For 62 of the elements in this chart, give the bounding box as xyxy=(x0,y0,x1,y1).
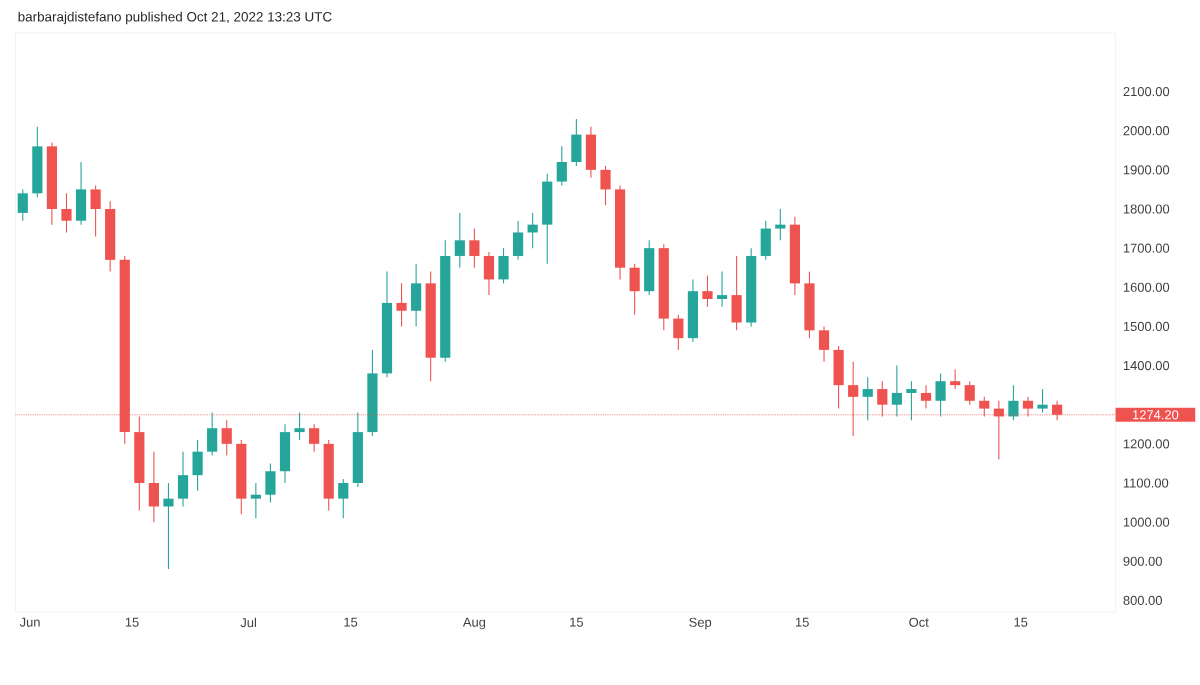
y-tick-label: 1200.00 xyxy=(1123,439,1170,449)
candlestick xyxy=(673,314,684,351)
candlestick xyxy=(1037,388,1048,414)
candlestick xyxy=(483,251,495,296)
x-tick-label: 15 xyxy=(125,617,139,627)
candlestick xyxy=(207,412,218,457)
candlestick xyxy=(818,325,830,363)
x-tick-label: Sep xyxy=(689,617,712,630)
candlestick xyxy=(61,192,72,234)
candlestick xyxy=(294,412,305,441)
candlestick xyxy=(1008,384,1019,421)
y-tick-label: 1100.00 xyxy=(1123,478,1169,488)
candlestick xyxy=(163,482,174,570)
candlestick xyxy=(469,228,480,269)
candlestick xyxy=(716,271,728,308)
candlestick xyxy=(250,482,261,519)
candlestick xyxy=(265,462,276,504)
y-tick-label: 2100.00 xyxy=(1123,87,1170,97)
x-tick-label: 15 xyxy=(570,617,584,627)
x-tick-label: Aug xyxy=(462,617,486,630)
y-tick-label: 1400.00 xyxy=(1123,361,1170,371)
x-tick-label: Jun xyxy=(19,617,40,627)
candlestick xyxy=(90,185,101,238)
x-tick-label: 15 xyxy=(344,617,358,627)
candlestick xyxy=(935,372,946,418)
y-tick-label: 1000.00 xyxy=(1123,517,1170,527)
candlestick xyxy=(556,145,567,187)
candlestick xyxy=(950,369,961,390)
candlestick xyxy=(862,376,873,421)
ref-line-label: 1274.20 xyxy=(1133,410,1179,420)
candlestick xyxy=(192,439,203,492)
candlestick xyxy=(148,451,159,523)
x-tick-label: 15 xyxy=(795,617,809,627)
x-tick-label: 15 xyxy=(1014,617,1028,627)
chart-title: barbarajdistefano published Oct 21, 2022 13:23 UTC xyxy=(18,11,332,25)
candlestick xyxy=(498,247,509,284)
candlestick xyxy=(338,478,349,519)
y-tick-label: 1900.00 xyxy=(1123,165,1170,175)
candlestick xyxy=(454,212,465,269)
y-tick-label: 1800.00 xyxy=(1123,204,1170,214)
y-tick-label: 900.00 xyxy=(1123,556,1162,566)
candlestick xyxy=(396,282,407,328)
candlestick xyxy=(906,380,917,421)
candlestick xyxy=(513,220,524,261)
y-tick-label: 1600.00 xyxy=(1123,282,1170,292)
x-tick-label: Oct xyxy=(909,617,929,627)
x-tick-label: Jul xyxy=(240,617,256,628)
candlestick xyxy=(920,384,932,410)
y-tick-label: 2000.00 xyxy=(1123,126,1170,136)
y-tick-label: 1700.00 xyxy=(1123,243,1170,253)
y-tick-label: 800.00 xyxy=(1123,595,1162,606)
candlestick xyxy=(775,208,786,241)
candlestick xyxy=(891,365,902,418)
candlestick xyxy=(309,423,320,453)
candlestick xyxy=(964,380,975,406)
candlestick xyxy=(629,263,640,316)
candlestick xyxy=(600,165,611,206)
candlestick xyxy=(177,451,189,508)
candlestick xyxy=(221,419,232,457)
candlestick xyxy=(702,275,713,308)
candlestick xyxy=(17,188,28,222)
y-tick-label: 1500.00 xyxy=(1123,321,1170,332)
